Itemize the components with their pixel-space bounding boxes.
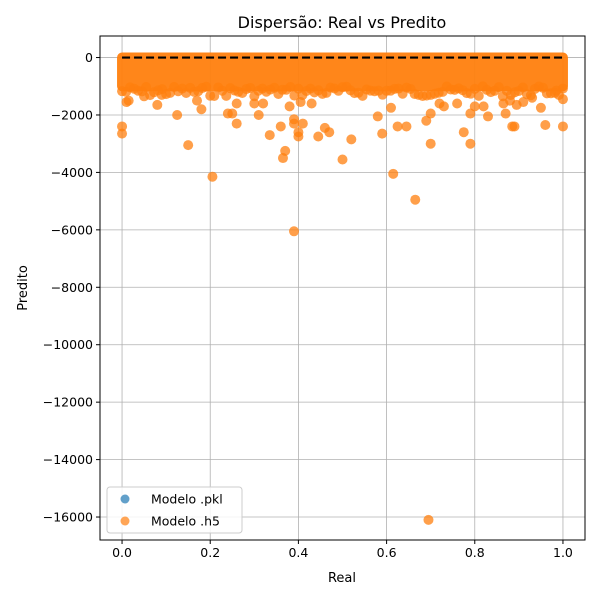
dense-point-band xyxy=(117,52,568,92)
data-point xyxy=(458,127,469,138)
data-point xyxy=(117,128,128,139)
data-point xyxy=(557,94,568,105)
data-point xyxy=(313,131,324,142)
data-point xyxy=(386,102,396,113)
data-point xyxy=(253,109,264,120)
y-axis-label: Predito xyxy=(16,265,31,311)
x-axis-label: Real xyxy=(328,571,356,586)
data-point xyxy=(264,130,275,141)
legend-box xyxy=(106,486,243,534)
x-tick-label: 0.8 xyxy=(465,545,485,560)
x-tick-label: 1.0 xyxy=(553,545,573,560)
data-point xyxy=(249,98,260,109)
data-point xyxy=(337,154,348,165)
data-point xyxy=(438,101,449,112)
data-point xyxy=(231,98,242,109)
y-tick-label: −2000 xyxy=(51,107,93,122)
data-point xyxy=(527,92,538,103)
data-point xyxy=(141,82,152,93)
data-point xyxy=(117,121,128,132)
legend-label-h5: Modelo .h5 xyxy=(151,514,220,529)
data-point xyxy=(423,514,434,525)
chart-title: Dispersão: Real vs Predito xyxy=(238,13,447,32)
data-point xyxy=(280,145,291,156)
data-point xyxy=(284,101,295,112)
data-point xyxy=(245,82,256,93)
data-point xyxy=(172,109,183,120)
data-point xyxy=(372,111,383,122)
y-axis-ticks: 0 −2000 −4000 −6000 −8000 −10000 −12000 −14000 −… xyxy=(43,50,100,525)
data-point xyxy=(493,82,504,93)
data-point xyxy=(452,98,463,109)
scatter-points xyxy=(117,52,568,525)
data-point xyxy=(201,81,212,92)
data-point xyxy=(139,91,150,102)
data-point xyxy=(377,128,388,139)
plot-frame xyxy=(99,35,586,541)
legend-marker-pkl xyxy=(120,494,130,504)
data-point xyxy=(410,194,421,205)
data-point xyxy=(469,101,480,112)
data-point xyxy=(540,120,551,131)
data-point xyxy=(535,102,546,113)
data-point xyxy=(152,99,163,110)
x-tick-label: 0.6 xyxy=(377,545,397,560)
data-point xyxy=(500,108,511,119)
data-point xyxy=(392,121,403,132)
y-tick-label: −14000 xyxy=(43,452,93,467)
data-point xyxy=(295,97,306,108)
data-point xyxy=(478,101,489,112)
data-point xyxy=(285,82,296,93)
data-point xyxy=(297,118,308,129)
data-point xyxy=(207,171,218,182)
legend-marker-h5 xyxy=(120,516,130,526)
data-point xyxy=(156,89,167,100)
data-point xyxy=(196,104,207,115)
data-point xyxy=(183,140,194,151)
data-point xyxy=(401,121,412,132)
x-tick-label: 0.0 xyxy=(112,545,132,560)
x-tick-label: 0.4 xyxy=(288,545,308,560)
data-point xyxy=(192,95,202,106)
data-point xyxy=(346,134,357,145)
data-point xyxy=(425,138,436,149)
y-tick-label: −10000 xyxy=(43,337,93,352)
y-tick-label: −12000 xyxy=(43,395,93,410)
y-tick-label: −16000 xyxy=(43,510,93,525)
data-point xyxy=(421,115,432,126)
data-point xyxy=(293,131,304,142)
data-point xyxy=(258,98,269,109)
x-tick-label: 0.2 xyxy=(200,545,220,560)
data-point xyxy=(518,97,529,108)
data-point xyxy=(483,111,493,122)
data-point xyxy=(227,108,238,119)
data-point xyxy=(551,85,562,96)
data-point xyxy=(465,138,476,149)
legend-label-pkl: Modelo .pkl xyxy=(151,492,223,507)
y-tick-label: 0 xyxy=(85,50,93,65)
data-point xyxy=(289,226,299,237)
data-point xyxy=(209,91,220,102)
data-point xyxy=(425,108,436,119)
data-point xyxy=(557,121,568,132)
data-point xyxy=(509,121,520,132)
data-point xyxy=(324,127,335,138)
y-tick-label: −8000 xyxy=(51,280,93,295)
data-point xyxy=(465,108,476,119)
y-tick-label: −4000 xyxy=(51,165,93,180)
legend: Modelo .pkl Modelo .h5 xyxy=(106,486,243,534)
data-point xyxy=(231,118,242,129)
data-point xyxy=(289,114,299,125)
data-point xyxy=(123,95,134,106)
data-point xyxy=(306,98,317,109)
x-axis-ticks: 0.0 0.2 0.4 0.6 0.8 1.0 xyxy=(112,540,573,560)
y-tick-label: −6000 xyxy=(51,222,93,237)
data-point xyxy=(473,90,484,101)
data-point xyxy=(221,90,232,101)
data-point xyxy=(275,121,286,132)
data-point xyxy=(388,168,399,179)
